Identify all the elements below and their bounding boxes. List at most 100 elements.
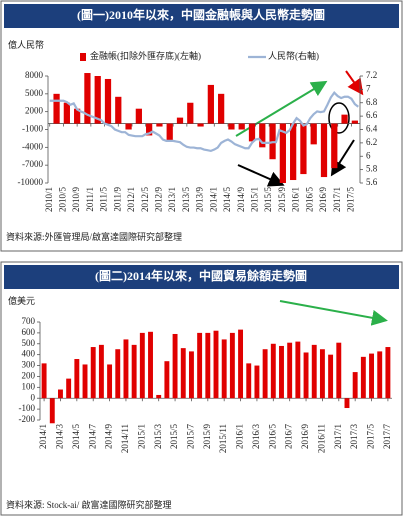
bar [176,117,184,124]
y-tick-label: -200 [19,414,36,424]
y-tick-label: -4000 [22,141,43,151]
x-tick-label: 2014/11 [120,424,130,453]
y2-tick-label: 6 [366,150,371,160]
legend-label: 金融帳(扣除外匯存底)(左軸) [90,50,201,61]
bar [58,389,63,399]
x-tick-label: 2016/7 [284,424,294,450]
bar [187,102,194,124]
x-tick-label: 2013/5 [181,187,191,213]
bar [94,76,101,124]
y-axis-label: 億人民幣 [8,39,44,50]
source: 資料來源: Stock-ai/ 啟富達國際研究部整理 [6,499,172,510]
bar [259,123,266,148]
x-tick-label: 2014/1 [208,187,218,212]
legend-swatch [80,53,86,61]
y-tick-label: 5000 [25,88,44,98]
bar [131,344,137,399]
bar [341,114,348,124]
bar [311,344,317,399]
bar [270,343,276,399]
bar [205,332,211,399]
x-tick-label: 2017/5 [366,424,376,450]
x-tick-label: 2013/9 [195,187,205,213]
bar [254,365,260,399]
bar [74,108,81,124]
bar [63,102,70,124]
bar [98,344,104,399]
x-tick-label: 2016/9 [318,187,328,213]
bar [156,394,162,399]
bar [146,123,153,136]
y-tick-label: 300 [22,360,36,370]
y-tick-label: -1000 [22,124,43,134]
bar [188,351,194,399]
y2-tick-label: 6.8 [366,97,378,107]
x-tick-label: 2015/9 [202,424,212,450]
line [49,91,359,153]
y2-tick-label: 5.6 [366,177,378,187]
x-tick-label: 2016/9 [300,424,310,450]
y-tick-label: 700 [22,316,36,326]
y2-tick-label: 6.2 [366,137,377,147]
frame [0,0,403,252]
y2-tick-label: 6.6 [366,110,378,120]
bar [166,123,173,142]
y2-tick-label: 6.4 [366,124,378,134]
bar [115,96,122,124]
x-tick-label: 2017/7 [382,424,392,450]
chart-title: (圖二)2014年以來，中國貿易餘額走勢圖 [95,268,307,283]
x-tick-label: 2015/3 [153,424,163,450]
frame [0,261,403,516]
bar [262,349,268,399]
bar [53,93,60,124]
bar [164,361,170,399]
y-tick-label: 0 [31,392,36,402]
bar [172,333,178,399]
x-tick-label: 2017/5 [345,187,355,213]
y-tick-label: 400 [22,349,36,359]
annotation-arrow [237,164,285,187]
bar [303,352,309,399]
x-tick-label: 2014/7 [87,424,97,450]
x-tick-label: 2015/1 [136,424,146,449]
y-tick-label: 200 [22,371,36,381]
bar [115,349,121,399]
bar [238,123,245,130]
bar [369,353,374,399]
x-tick-label: 2012/9 [153,187,163,213]
x-tick-label: 2010/5 [57,187,67,213]
y-tick-label: 600 [22,327,36,337]
chart-title: (圖一)2010年以來，中國金融帳與人民幣走勢圖 [77,7,325,22]
bar [279,345,284,399]
title-bar [4,265,399,289]
bar [344,398,350,409]
bar [123,339,129,399]
bar [228,123,235,130]
bar [180,348,186,399]
x-tick-label: 2017/3 [349,424,359,450]
bar [320,123,328,178]
annotation-circle [328,102,350,134]
bar [300,123,307,175]
x-tick-label: 2010/9 [71,187,81,213]
y-axis-label: 億美元 [8,295,35,306]
title-bar [4,4,399,28]
bar [82,364,88,399]
x-tick-label: 2017/1 [333,424,343,449]
bar [139,332,145,399]
bar [336,342,342,399]
bar [74,359,80,399]
x-tick-label: 2012/5 [140,187,150,213]
bar [310,123,317,145]
bar [295,341,301,399]
x-tick-label: 2011/9 [112,187,122,212]
x-tick-label: 2015/9 [277,187,287,213]
bar [377,351,383,399]
bar [197,123,204,127]
x-tick-label: 2014/9 [236,187,246,213]
x-tick-label: 2015/5 [169,424,179,450]
bar [229,332,235,399]
x-tick-label: 2010/1 [44,187,54,212]
bar [156,123,163,127]
